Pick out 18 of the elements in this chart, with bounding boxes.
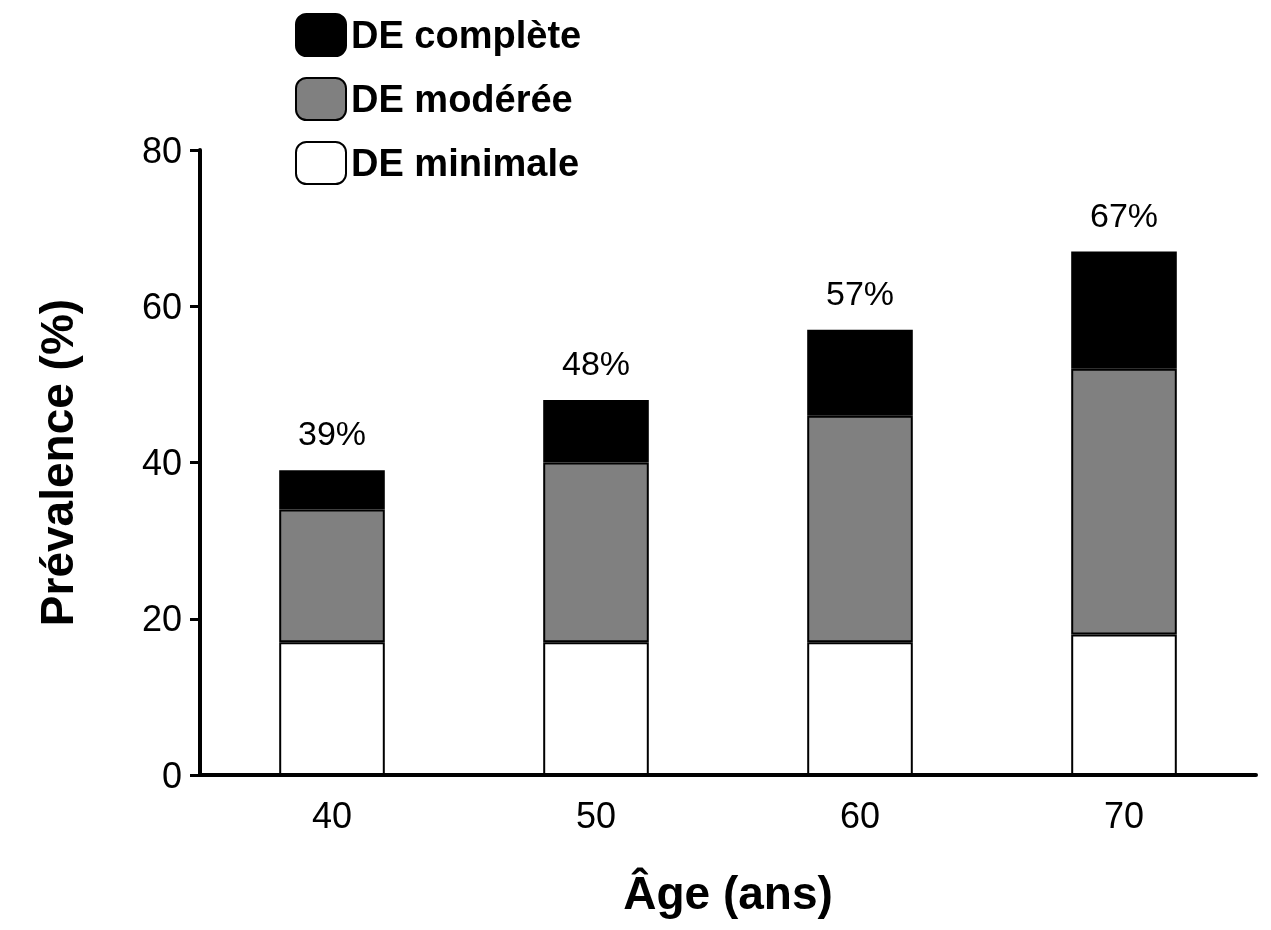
y-tick-label: 40 <box>141 442 182 483</box>
y-tick-label: 20 <box>141 598 182 640</box>
x-axis-title: Âge (ans) <box>623 867 833 919</box>
x-tick-label: 50 <box>575 794 617 836</box>
total-label: 57% <box>825 273 895 312</box>
y-tick-label: 0 <box>161 754 182 796</box>
total-label: 67% <box>1089 195 1159 234</box>
legend-label: DE minimale <box>351 142 580 184</box>
legend-label: DE modérée <box>351 78 573 120</box>
total-label: 39% <box>297 414 367 453</box>
y-tick-label: 80 <box>141 129 182 171</box>
x-tick-label: 70 <box>1103 794 1145 836</box>
y-tick-label: 60 <box>141 285 182 327</box>
x-tick-label: 60 <box>839 794 881 836</box>
total-label: 48% <box>561 344 631 382</box>
x-tick-label: 40 <box>311 794 353 836</box>
y-axis-title: Prévalence (%) <box>31 298 83 627</box>
legend-label: DE complète <box>351 14 582 56</box>
